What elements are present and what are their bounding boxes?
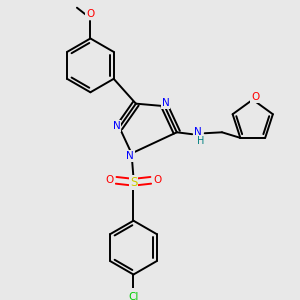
Text: N: N bbox=[162, 98, 170, 108]
Text: N: N bbox=[112, 121, 120, 131]
Text: O: O bbox=[153, 175, 162, 185]
Text: H: H bbox=[197, 136, 205, 146]
Text: N: N bbox=[126, 151, 134, 161]
Text: S: S bbox=[130, 176, 137, 189]
Text: Cl: Cl bbox=[128, 292, 139, 300]
Text: O: O bbox=[86, 9, 94, 20]
Text: N: N bbox=[194, 127, 202, 137]
Text: O: O bbox=[251, 92, 260, 102]
Text: O: O bbox=[105, 175, 114, 185]
